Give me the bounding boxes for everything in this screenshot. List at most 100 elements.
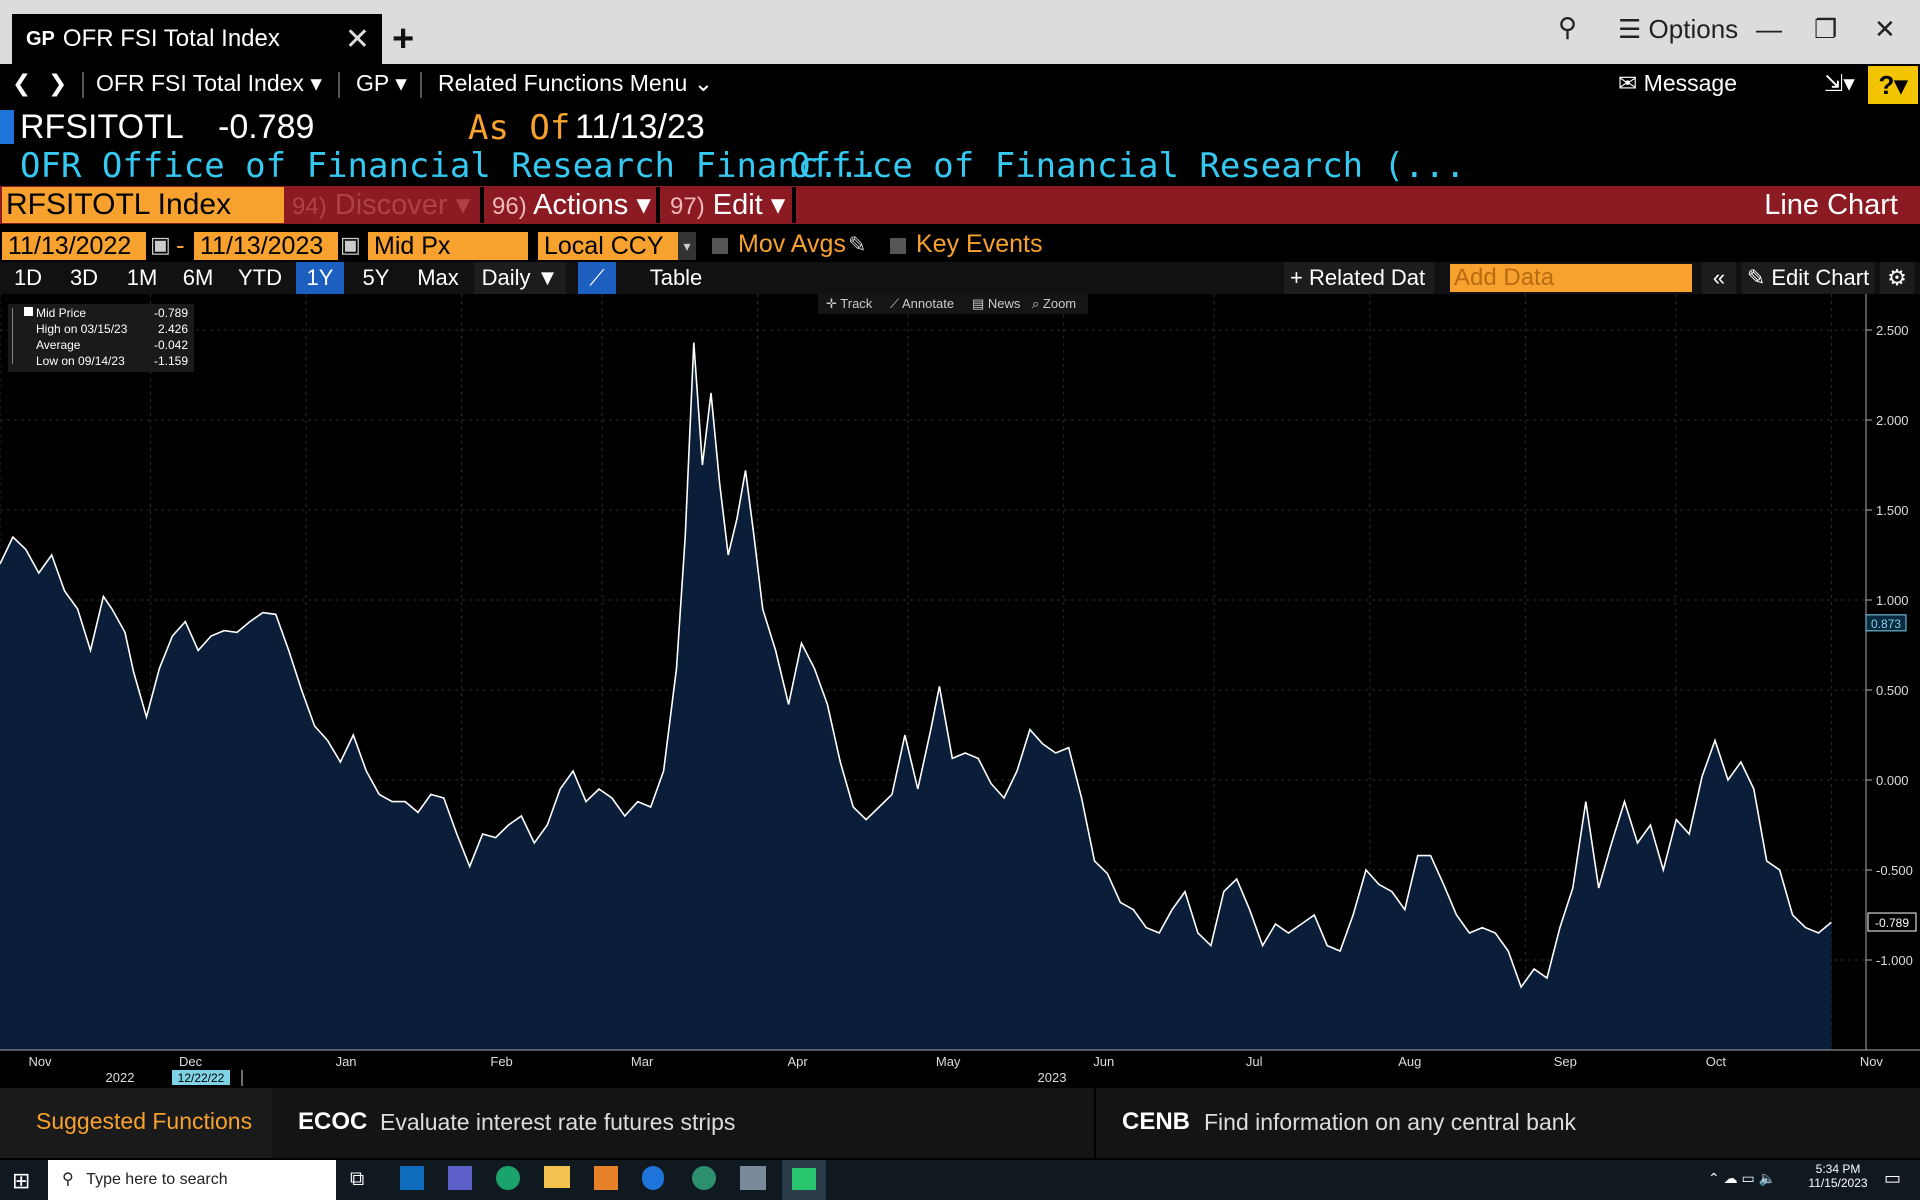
suggested-functions-title: Suggested Functions	[36, 1108, 253, 1134]
suggested-functions-bar: Suggested Functions ECOC Evaluate intere…	[0, 1088, 1920, 1158]
function-code: CENB	[1122, 1108, 1191, 1135]
y-tick-label: -0.500	[1876, 863, 1913, 878]
tray-icons[interactable]: ⌃ ☁ ▭ 🔈	[1708, 1170, 1777, 1186]
new-tab-icon[interactable]: +	[392, 18, 415, 60]
period-6m[interactable]: 6M	[182, 265, 214, 290]
maps-icon[interactable]	[642, 1166, 664, 1190]
app-icon[interactable]	[692, 1166, 716, 1190]
nav-bar: ❮ ❯ OFR FSI Total Index ▾ GP ▾ Related F…	[0, 64, 1920, 106]
start-date-field[interactable]: 11/13/2022	[2, 232, 146, 260]
options-menu[interactable]: ☰ Options	[1618, 14, 1738, 45]
close-window-icon[interactable]: ✕	[1874, 14, 1896, 44]
message-button[interactable]: ✉ Message	[1618, 70, 1737, 96]
hover-date-box	[172, 1070, 230, 1085]
x-tick-label: Nov	[28, 1054, 52, 1069]
add-data-input[interactable]: Add Data	[1450, 264, 1692, 292]
price-line	[0, 342, 1832, 989]
x-tick-label: Apr	[788, 1054, 809, 1069]
help-button[interactable]: ?▾	[1868, 66, 1918, 104]
period-3d[interactable]: 3D	[69, 265, 99, 290]
legend-label: Average	[36, 338, 81, 352]
field-selector[interactable]: Mid Px	[368, 232, 528, 260]
x-tick-label: Jun	[1093, 1054, 1114, 1069]
taskbar-search[interactable]: ⚲ Type here to search	[48, 1160, 336, 1200]
forward-icon[interactable]: ❯	[48, 70, 68, 96]
frequency-selector[interactable]: Daily ▼	[474, 262, 566, 294]
action-bar	[0, 186, 1920, 224]
function-menu[interactable]: GP ▾	[356, 70, 407, 96]
sublime-icon[interactable]	[594, 1166, 618, 1190]
edge-icon[interactable]	[496, 1166, 520, 1190]
pencil-icon: ✎	[1746, 265, 1772, 290]
currency-dropdown-icon[interactable]: ▾	[678, 232, 696, 260]
edit-button[interactable]: 97) Edit ▾	[670, 189, 786, 221]
annotate-tool[interactable]: ⟋ Annotate	[890, 296, 955, 311]
legend-value: -0.042	[153, 338, 188, 352]
related-data-button[interactable]: + Related Dat	[1284, 262, 1434, 294]
start-calendar-icon[interactable]: ▣	[150, 232, 171, 257]
envelope-icon: ✉	[1618, 70, 1644, 96]
end-date-field[interactable]: 11/13/2023	[194, 232, 338, 260]
export-icon[interactable]: ⇲▾	[1824, 70, 1855, 96]
security-menu[interactable]: OFR FSI Total Index ▾	[96, 70, 322, 96]
zoom-tool[interactable]: ⌕ Zoom	[1032, 296, 1077, 311]
search-icon: ⚲	[62, 1171, 74, 1188]
track-tool[interactable]: ✛ Track	[826, 296, 873, 311]
file-explorer-icon[interactable]	[544, 1166, 570, 1188]
x-tick-label: Feb	[490, 1054, 512, 1069]
search-people-icon[interactable]: ⚲	[1558, 12, 1578, 42]
options-label: Options	[1648, 14, 1739, 44]
period-1m[interactable]: 1M	[126, 265, 158, 290]
as-of-label: As Of	[468, 108, 571, 148]
edit-chart-button[interactable]: ✎ Edit Chart	[1742, 262, 1874, 294]
legend-label: Mid Price	[36, 306, 87, 320]
minimize-icon[interactable]: —	[1756, 14, 1782, 44]
key-events-checkbox[interactable]	[890, 238, 906, 254]
pencil-icon[interactable]: ✎	[848, 232, 867, 257]
x-tick-label: Oct	[1706, 1054, 1727, 1069]
actions-button[interactable]: 96) Actions ▾	[492, 189, 651, 221]
collapse-icon[interactable]: «	[1702, 262, 1736, 294]
period-1y[interactable]: 1Y	[296, 262, 344, 294]
bloomberg-taskbar-item[interactable]	[782, 1160, 826, 1200]
function-desc: Find information on any central bank	[1204, 1109, 1577, 1135]
outlook-icon[interactable]	[400, 1166, 424, 1190]
price-chart[interactable]: 2.500 2.000 1.500 1.000 0.500 0.000 -0.500 -1.0…	[0, 294, 1920, 1088]
x-tick-label: Aug	[1398, 1054, 1421, 1069]
hover-date-label: 12/22/22	[178, 1071, 225, 1085]
back-icon[interactable]: ❮	[12, 70, 32, 96]
y-tick-label: 2.500	[1876, 323, 1909, 338]
end-calendar-icon[interactable]: ▣	[340, 232, 361, 257]
last-value-box	[1867, 912, 1917, 932]
notification-icon[interactable]: ▭	[1884, 1168, 1902, 1188]
source-description: Office of Financial Research (...	[790, 146, 1466, 186]
period-5y[interactable]: 5Y	[362, 265, 390, 290]
line-chart-icon[interactable]: ⟋	[578, 262, 616, 294]
restore-icon[interactable]: ❐	[1814, 14, 1838, 44]
period-1d[interactable]: 1D	[13, 265, 43, 290]
mov-avgs-checkbox[interactable]	[712, 238, 728, 254]
tab-gp[interactable]: GP OFR FSI Total Index ✕	[12, 14, 382, 64]
snipping-icon[interactable]	[740, 1166, 766, 1190]
suggestion-ecoc[interactable]: ECOC Evaluate interest rate futures stri…	[276, 1088, 1094, 1158]
x-tick-label: Nov	[1860, 1054, 1884, 1069]
currency-selector[interactable]: Local CCY	[538, 232, 678, 260]
period-ytd[interactable]: YTD	[238, 265, 282, 290]
discover-button[interactable]: 94) Discover ▾	[292, 189, 471, 221]
clock[interactable]: 5:34 PM 11/15/2023	[1806, 1162, 1870, 1190]
table-button[interactable]: Table	[649, 265, 703, 290]
focus-indicator	[0, 110, 14, 144]
suggestion-cenb[interactable]: CENB Find information on any central ban…	[1098, 1088, 1918, 1158]
news-tool[interactable]: ▤ News	[972, 296, 1021, 311]
teams-icon[interactable]	[448, 1166, 472, 1190]
windows-start-icon[interactable]: ⊞	[12, 1168, 31, 1193]
plus-icon: +	[1290, 265, 1309, 290]
clock-date: 11/15/2023	[1808, 1176, 1868, 1190]
related-functions-menu[interactable]: Related Functions Menu ⌄	[438, 70, 713, 96]
close-tab-icon[interactable]: ✕	[344, 23, 370, 56]
period-max[interactable]: Max	[417, 265, 459, 290]
legend-value: 2.426	[157, 322, 188, 336]
security-field[interactable]: RFSITOTL Index	[2, 187, 284, 223]
gear-icon[interactable]: ⚙	[1880, 262, 1914, 294]
task-view-icon[interactable]: ⧉	[350, 1168, 365, 1190]
